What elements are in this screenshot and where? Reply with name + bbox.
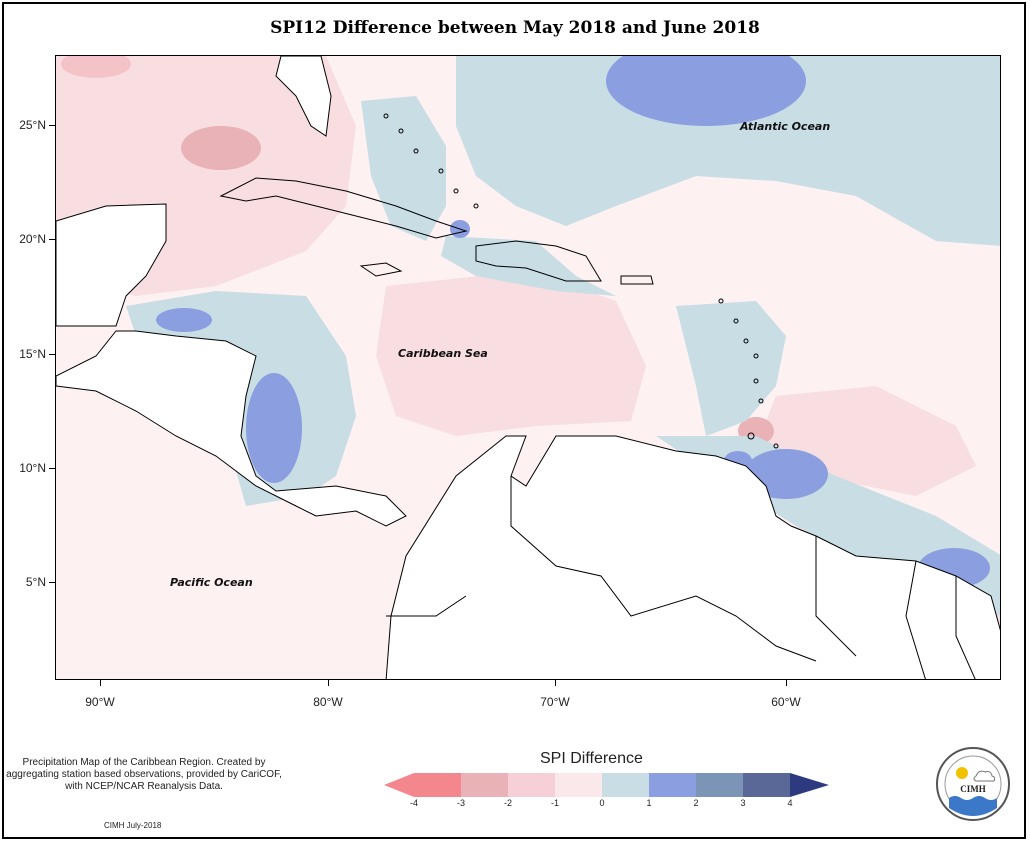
wet-core-nicaragua xyxy=(246,373,302,483)
logo-text: CIMH xyxy=(960,784,986,794)
waves-icon xyxy=(949,796,997,816)
lat-tick-25n: 25°N xyxy=(19,118,46,132)
land-south-america xyxy=(385,435,1000,679)
spi-map xyxy=(55,55,1001,680)
land-puerto-rico xyxy=(620,275,654,285)
lon-tick-mark xyxy=(328,680,329,686)
wet-region-bahamas xyxy=(361,96,446,241)
cloud-icon xyxy=(973,770,996,782)
legend-label-minus3: -3 xyxy=(456,798,465,808)
lon-tick-90w: 90°W xyxy=(85,695,115,709)
legend-label-plus2: 2 xyxy=(693,798,699,808)
legend-swatch-plus1 xyxy=(649,773,696,797)
land-jamaica xyxy=(359,262,403,277)
land-central-america xyxy=(56,330,407,527)
lat-tick-mark xyxy=(49,239,55,240)
lat-tick-5n: 5°N xyxy=(25,575,46,589)
dry-region-caribbean xyxy=(376,271,646,436)
drier-region-gulf xyxy=(181,126,261,170)
lon-tick-mark xyxy=(100,680,101,686)
legend-swatch-minus3 xyxy=(461,773,508,797)
map-canvas xyxy=(56,56,1000,679)
lat-tick-20n: 20°N xyxy=(19,232,46,246)
drier-region-nw xyxy=(61,56,131,78)
wet-core-honduras xyxy=(156,308,212,332)
legend-swatch-plus3 xyxy=(743,773,790,797)
label-atlantic-ocean: Atlantic Ocean xyxy=(740,120,831,133)
legend-label-plus4: 4 xyxy=(787,798,793,808)
lat-tick-10n: 10°N xyxy=(19,461,46,475)
lat-tick-mark xyxy=(49,354,55,355)
legend-swatch-plus2 xyxy=(696,773,743,797)
cimh-logo: CIMH xyxy=(936,747,1010,821)
lon-tick-mark xyxy=(786,680,787,686)
lat-tick-mark xyxy=(49,582,55,583)
land-cuba xyxy=(219,177,468,239)
lon-tick-mark xyxy=(555,680,556,686)
legend-swatch-minus2 xyxy=(508,773,555,797)
land-bahamas xyxy=(383,113,479,209)
spi-color-legend xyxy=(384,773,829,797)
legend-swatch-lt-minus4 xyxy=(384,773,414,797)
lat-tick-mark xyxy=(49,125,55,126)
legend-label-zero: 0 xyxy=(599,798,605,808)
map-credit: CIMH July-2018 xyxy=(104,821,162,830)
lon-tick-80w: 80°W xyxy=(313,695,343,709)
country-borders xyxy=(386,476,976,679)
wet-core-atlantic xyxy=(606,56,806,126)
map-description: Precipitation Map of the Caribbean Regio… xyxy=(6,757,282,792)
lat-tick-15n: 15°N xyxy=(19,347,46,361)
land-lesser-antilles xyxy=(718,298,779,449)
label-caribbean-sea: Caribbean Sea xyxy=(398,347,488,360)
lon-tick-70w: 70°W xyxy=(540,695,570,709)
legend-label-minus2: -2 xyxy=(503,798,512,808)
legend-swatch-zero xyxy=(602,773,649,797)
land-florida xyxy=(275,56,332,137)
land-hispaniola xyxy=(475,240,602,282)
map-title: SPI12 Difference between May 2018 and Ju… xyxy=(270,18,760,38)
wet-region-atlantic xyxy=(456,56,1000,246)
legend-title: SPI Difference xyxy=(540,750,643,767)
legend-swatch-minus4 xyxy=(414,773,461,797)
legend-label-plus3: 3 xyxy=(740,798,746,808)
wet-region-lesser-antilles xyxy=(676,301,786,436)
legend-swatch-gt-plus4 xyxy=(790,773,829,797)
legend-swatch-minus1 xyxy=(555,773,602,797)
legend-label-minus1: -1 xyxy=(550,798,559,808)
legend-label-plus1: 1 xyxy=(646,798,652,808)
legend-label-minus4: -4 xyxy=(409,798,418,808)
lat-tick-mark xyxy=(49,468,55,469)
label-pacific-ocean: Pacific Ocean xyxy=(170,576,253,589)
land-mexico xyxy=(56,203,167,327)
sun-icon xyxy=(956,767,968,779)
lon-tick-60w: 60°W xyxy=(771,695,801,709)
